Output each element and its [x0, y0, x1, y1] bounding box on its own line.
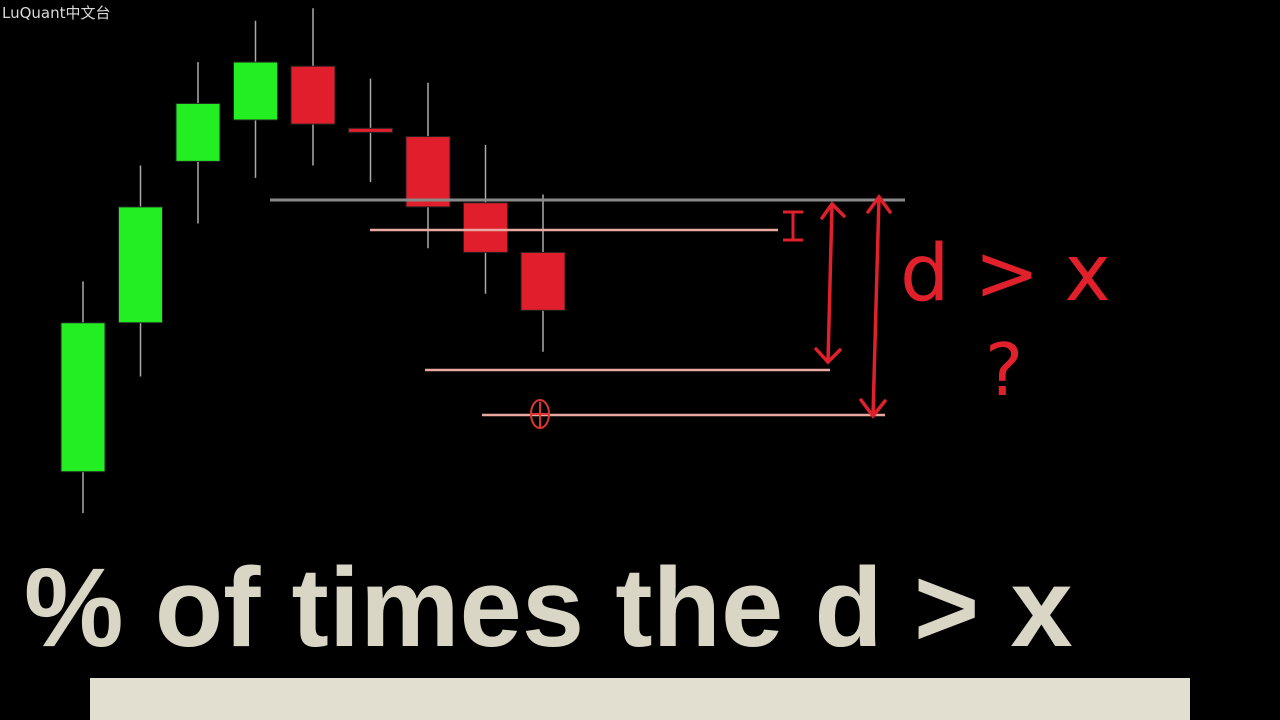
candle-bullish: [118, 206, 163, 324]
candle-bearish: [348, 127, 393, 133]
distance-arrow-small: [783, 210, 803, 242]
caption-text: % of times the d > x: [24, 545, 1073, 670]
caption-bar: [90, 678, 1190, 720]
handwritten-d-gt-x: d > x ?: [900, 229, 1111, 412]
distance-arrow-medium: [814, 201, 846, 365]
watermark-text: LuQuant中文台: [2, 4, 111, 22]
candle-bullish: [233, 61, 278, 121]
candle-bearish: [520, 251, 566, 311]
candle-bullish: [175, 102, 221, 162]
d-gt-x-label: d > x: [900, 229, 1111, 319]
candle-bearish: [405, 136, 451, 208]
question-mark: ?: [985, 328, 1023, 412]
candle-bearish: [290, 65, 336, 125]
candles-group: [60, 8, 566, 514]
candle-bearish: [463, 202, 508, 253]
cursor-icon: [530, 399, 550, 429]
distance-arrow-large: [859, 194, 892, 419]
candle-bullish: [60, 322, 106, 473]
